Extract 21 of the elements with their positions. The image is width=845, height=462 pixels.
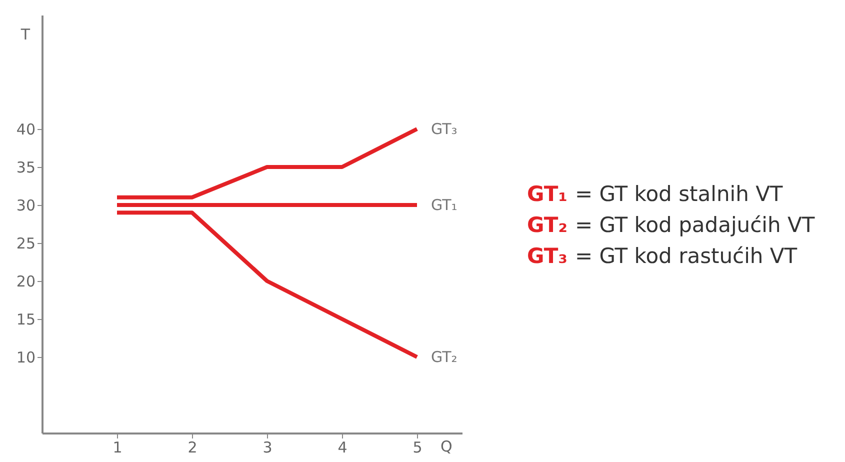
x-tick-label: 2 [188,438,198,456]
x-tick-label: 4 [338,438,348,456]
y-axis-title: T [20,26,31,44]
text: GT₁ = GT kod stalnih VT [527,182,783,206]
series-label: GT₂ [431,348,458,366]
y-tick-label: 10 [16,348,36,366]
text: GT₃ = GT kod rastućih VT [527,244,798,268]
x-tick-label: 1 [112,438,122,456]
line-series [115,210,419,359]
x-axis-title: Q [440,438,452,456]
y-tick-label: 30 [16,196,36,214]
y-tick-label: 40 [16,120,36,138]
text: GT₂ = GT kod padajućih VT [527,213,815,237]
y-tick-label: 25 [16,234,36,252]
x-tick-label: 5 [412,438,422,456]
series-label: GT₃ [431,120,458,138]
series-label: GT₁ [431,196,458,214]
x-tick-label: 3 [262,438,272,456]
y-tick-label: 15 [16,310,36,328]
y-tick-label: 35 [16,158,36,176]
y-tick-label: 20 [16,272,36,290]
